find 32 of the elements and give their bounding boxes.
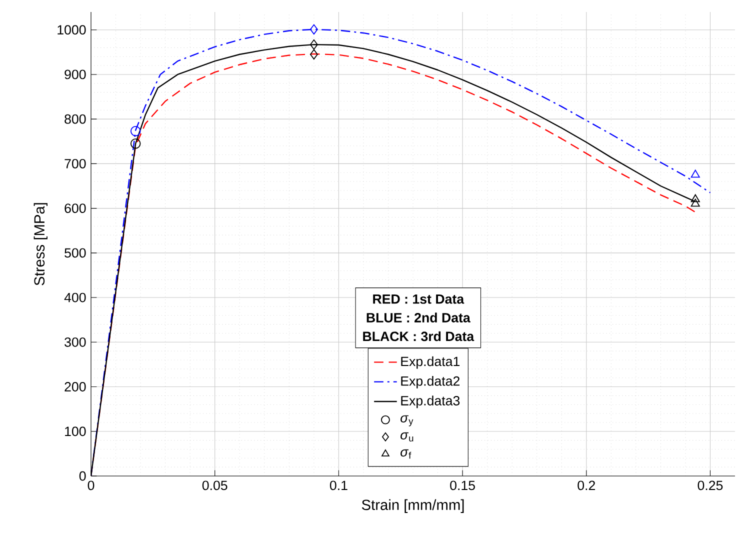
legend-label: σ$_{y}$ bbox=[400, 415, 414, 426]
y-tick-label: 600 bbox=[64, 204, 86, 214]
y-tick-label: 400 bbox=[64, 292, 86, 302]
y-tick-label: 300 bbox=[64, 337, 86, 347]
y-tick-label: 900 bbox=[64, 70, 86, 80]
annotation: BLUE : 2nd Data bbox=[366, 312, 470, 322]
x-tick-label: 0.15 bbox=[450, 480, 475, 490]
x-tick-label: 0.25 bbox=[698, 480, 723, 490]
x-tick-label: 0 bbox=[88, 480, 94, 490]
x-axis-title: Strain [mm/mm] bbox=[362, 499, 464, 513]
y-tick-label: 0 bbox=[79, 471, 86, 481]
legend-label: σ$_{f}$ bbox=[400, 449, 412, 459]
x-tick-label: 0.05 bbox=[202, 480, 228, 490]
x-tick-label: 0.1 bbox=[330, 480, 348, 490]
legend-label: Exp.data3 bbox=[401, 396, 460, 408]
y-tick-label: 500 bbox=[64, 248, 86, 258]
point bbox=[130, 126, 141, 136]
point bbox=[690, 194, 700, 202]
legend-label: Exp.data1 bbox=[401, 356, 460, 369]
legend-label: Exp.data2 bbox=[401, 376, 460, 388]
y-tick-label: 800 bbox=[64, 114, 86, 124]
point bbox=[310, 39, 318, 50]
legend-label: σ$_{u}$ bbox=[400, 432, 414, 442]
y-axis-title: Stress [MPa] bbox=[34, 203, 48, 286]
y-tick-label: 100 bbox=[65, 426, 86, 436]
y-tick-label: 700 bbox=[64, 158, 86, 168]
point bbox=[310, 49, 318, 60]
y-tick-label: 1000 bbox=[58, 25, 86, 35]
annotation: RED : 1st Data bbox=[373, 294, 464, 304]
x-tick-label: 0.2 bbox=[578, 480, 595, 490]
y-tick-label: 200 bbox=[64, 382, 86, 392]
annotation: BLACK : 3rd Data bbox=[363, 331, 474, 342]
